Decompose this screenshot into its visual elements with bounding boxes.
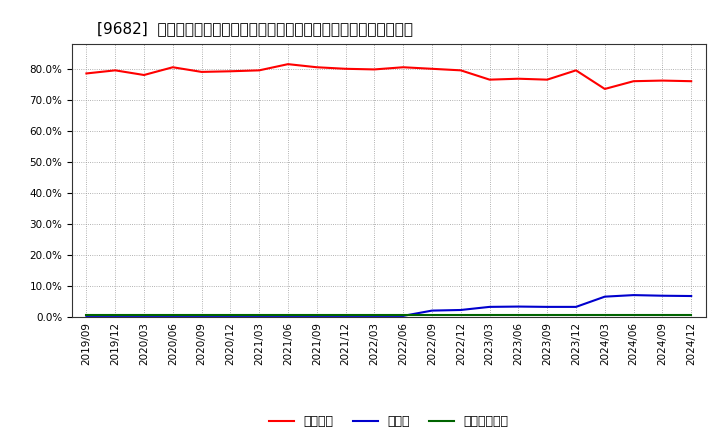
のれん (312, 313, 321, 319)
繰延税金資産 (629, 312, 638, 318)
自己資本 (456, 68, 465, 73)
Line: 自己資本: 自己資本 (86, 64, 691, 89)
自己資本 (485, 77, 494, 82)
のれん (456, 307, 465, 312)
のれん (197, 313, 206, 319)
繰延税金資産 (514, 312, 523, 318)
繰延税金資産 (543, 312, 552, 318)
繰延税金資産 (370, 312, 379, 318)
自己資本 (572, 68, 580, 73)
繰延税金資産 (341, 312, 350, 318)
繰延税金資産 (456, 312, 465, 318)
自己資本 (140, 72, 148, 77)
のれん (600, 294, 609, 299)
繰延税金資産 (658, 312, 667, 318)
Line: のれん: のれん (86, 295, 691, 316)
繰延税金資産 (687, 312, 696, 318)
自己資本 (111, 68, 120, 73)
自己資本 (543, 77, 552, 82)
繰延税金資産 (197, 312, 206, 318)
繰延税金資産 (312, 312, 321, 318)
自己資本 (82, 71, 91, 76)
のれん (341, 313, 350, 319)
自己資本 (370, 67, 379, 72)
自己資本 (399, 65, 408, 70)
繰延税金資産 (226, 312, 235, 318)
のれん (399, 313, 408, 319)
のれん (168, 313, 177, 319)
のれん (687, 293, 696, 299)
自己資本 (687, 79, 696, 84)
繰延税金資産 (572, 312, 580, 318)
自己資本 (428, 66, 436, 71)
自己資本 (197, 69, 206, 74)
のれん (284, 313, 292, 319)
Legend: 自己資本, のれん, 繰延税金資産: 自己資本, のれん, 繰延税金資産 (264, 411, 514, 433)
のれん (428, 308, 436, 313)
繰延税金資産 (399, 312, 408, 318)
のれん (140, 313, 148, 319)
繰延税金資産 (284, 312, 292, 318)
自己資本 (312, 65, 321, 70)
のれん (543, 304, 552, 309)
自己資本 (284, 62, 292, 67)
のれん (226, 313, 235, 319)
繰延税金資産 (140, 312, 148, 318)
自己資本 (658, 78, 667, 83)
のれん (370, 313, 379, 319)
自己資本 (341, 66, 350, 71)
自己資本 (514, 76, 523, 81)
繰延税金資産 (82, 312, 91, 318)
繰延税金資産 (600, 312, 609, 318)
自己資本 (168, 65, 177, 70)
のれん (658, 293, 667, 298)
自己資本 (226, 69, 235, 74)
自己資本 (600, 86, 609, 92)
のれん (572, 304, 580, 309)
Text: [9682]  自己資本、のれん、繰延税金資産の総資産に対する比率の推移: [9682] 自己資本、のれん、繰延税金資産の総資産に対する比率の推移 (97, 21, 413, 36)
のれん (629, 293, 638, 298)
のれん (82, 313, 91, 319)
繰延税金資産 (111, 312, 120, 318)
のれん (485, 304, 494, 309)
のれん (111, 313, 120, 319)
繰延税金資産 (428, 312, 436, 318)
のれん (255, 313, 264, 319)
自己資本 (255, 68, 264, 73)
繰延税金資産 (168, 312, 177, 318)
のれん (514, 304, 523, 309)
繰延税金資産 (485, 312, 494, 318)
繰延税金資産 (255, 312, 264, 318)
自己資本 (629, 79, 638, 84)
